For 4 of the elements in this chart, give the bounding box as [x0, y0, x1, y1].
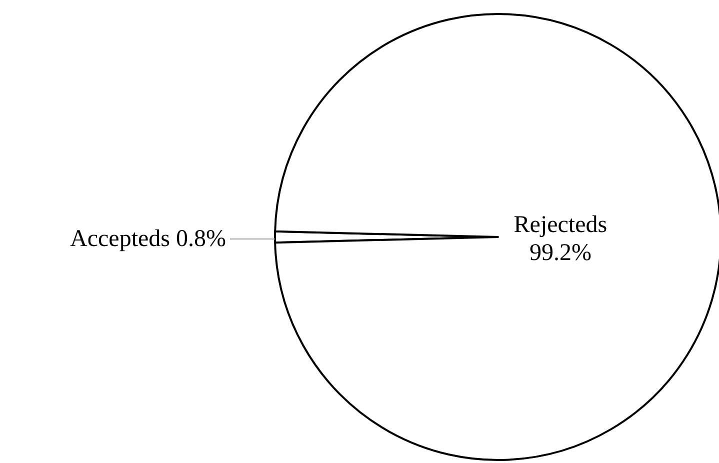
data-label: 0.8%	[176, 226, 226, 252]
slice-label: Rejecteds	[514, 212, 608, 238]
data-label: 99.2%	[529, 240, 592, 266]
slice-label: Accepteds	[70, 226, 170, 252]
